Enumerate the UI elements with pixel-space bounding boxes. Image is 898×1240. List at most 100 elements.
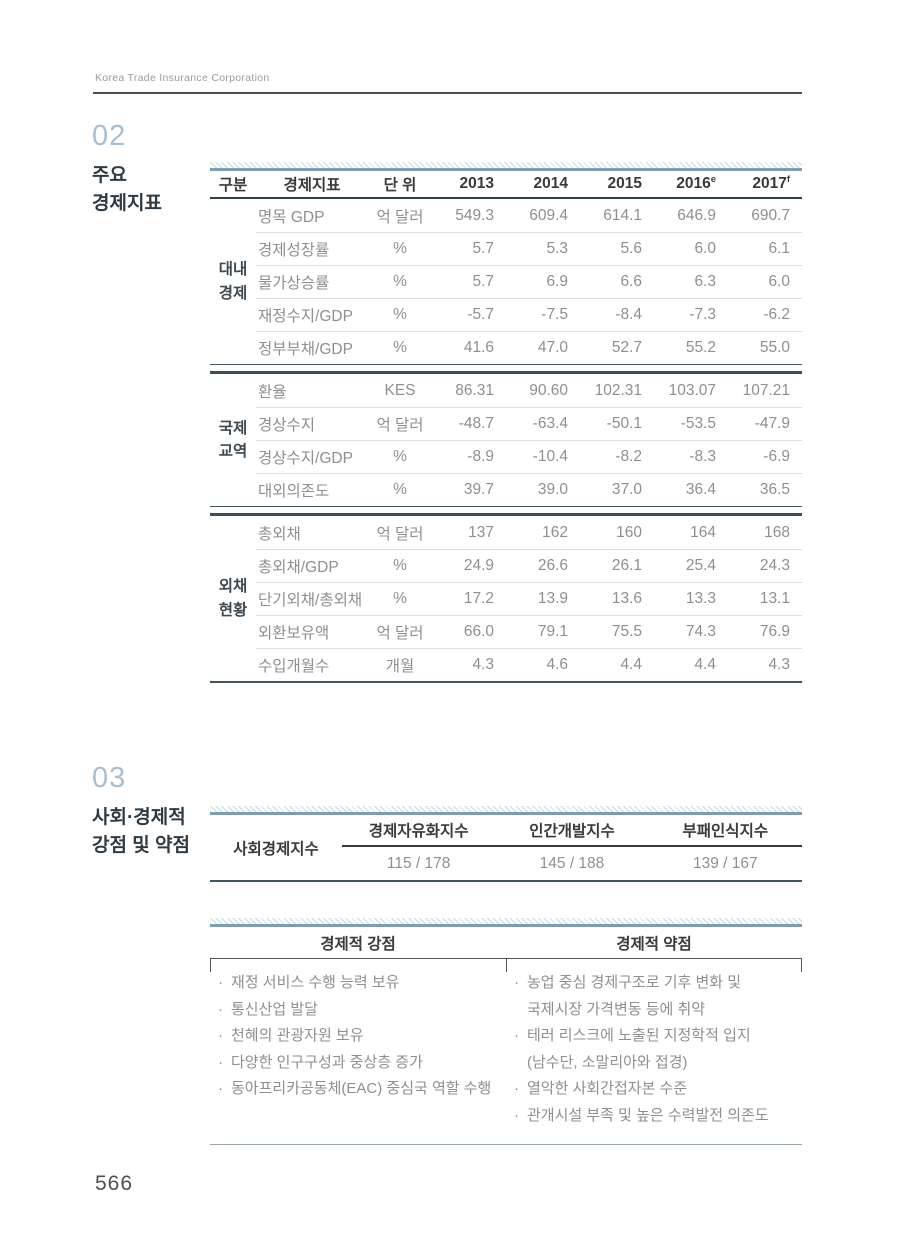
table-row: 정부부채/GDP % 41.6 47.0 52.7 55.2 55.0 — [256, 331, 802, 364]
row-unit: 억 달러 — [376, 525, 424, 543]
table-row: 경상수지/GDP % -8.9 -10.4 -8.2 -8.3 -6.9 — [256, 440, 802, 473]
cell-value: -50.1 — [606, 415, 642, 432]
group-rows: 명목 GDP 억 달러 549.3 609.4 614.1 646.9 690.… — [256, 199, 802, 364]
cell-value: -5.7 — [467, 306, 494, 323]
cell-value: -6.2 — [763, 306, 790, 323]
page-number: 566 — [95, 1172, 134, 1195]
row-label: 대외의존도 — [258, 483, 330, 500]
cell-value: -6.9 — [763, 448, 790, 465]
table-row: 재정수지/GDP % -5.7 -7.5 -8.4 -7.3 -6.2 — [256, 298, 802, 331]
cell-value: 4.4 — [620, 656, 642, 673]
year-label: 2014 — [533, 175, 568, 193]
index-table-body: 사회경제지수 경제자유화지수 인간개발지수 부패인식지수 115 / 178 1… — [210, 815, 802, 882]
row-label: 총외채 — [258, 525, 301, 543]
year-label: 2013 — [459, 175, 494, 193]
cell-value: 6.1 — [768, 240, 790, 257]
cell-value: 103.07 — [668, 381, 716, 399]
section-title-line: 주요 — [92, 165, 127, 186]
cell-value: -63.4 — [532, 415, 568, 432]
cell-value: 79.1 — [537, 623, 568, 640]
cell-value: 549.3 — [455, 206, 494, 224]
cell-value: 75.5 — [611, 623, 642, 640]
group-label-line: 현황 — [218, 601, 248, 619]
sw-header-divider — [210, 958, 802, 972]
table-row: 물가상승률 % 5.7 6.9 6.6 6.3 6.0 — [256, 265, 802, 298]
cell-value: 646.9 — [677, 206, 716, 224]
weaknesses-title: 경제적 약점 — [616, 935, 692, 953]
list-item-text: 관개시설 부족 및 높은 수력발전 의존도 — [527, 1106, 769, 1124]
column-header-year: 2017f — [728, 174, 802, 193]
cell-value: -8.3 — [689, 448, 716, 465]
cell-value: 4.4 — [694, 656, 716, 673]
row-label: 경제성장률 — [258, 242, 330, 259]
table-row: 총외채 억 달러 137 162 160 164 168 — [256, 516, 802, 549]
index-row-header: 사회경제지수 — [233, 840, 319, 858]
section-number: 03 — [92, 762, 127, 794]
table-row: 경상수지 억 달러 -48.7 -63.4 -50.1 -53.5 -47.9 — [256, 407, 802, 440]
cell-value: 162 — [542, 523, 568, 541]
cell-value: 6.0 — [694, 240, 716, 257]
cell-value: 76.9 — [759, 623, 790, 640]
row-label: 단기외채/총외채 — [258, 592, 363, 609]
row-unit: % — [393, 273, 407, 290]
list-item: · 다양한 인구구성과 중상층 증가 — [218, 1050, 502, 1077]
cell-value: 164 — [690, 523, 716, 541]
list-item-text: 다양한 인구구성과 중상층 증가 — [231, 1053, 423, 1071]
cell-value: 690.7 — [751, 206, 790, 224]
cell-value: 614.1 — [603, 206, 642, 224]
bullet-icon: · — [218, 1000, 223, 1018]
cell-value: 6.6 — [620, 273, 642, 290]
table-row: 환율 KES 86.31 90.60 102.31 103.07 107.21 — [256, 374, 802, 407]
section-title-line: 사회·경제적 — [92, 807, 186, 828]
brand-divider — [93, 92, 802, 94]
cell-value: 6.3 — [694, 273, 716, 290]
group-label-line: 경제 — [218, 284, 248, 302]
cell-value: 4.3 — [472, 656, 494, 673]
cell-value: 13.9 — [537, 590, 568, 607]
column-header-year: 2013 — [432, 174, 506, 193]
list-item: · 통신산업 발달 — [218, 997, 502, 1024]
cell-value: 5.6 — [620, 240, 642, 257]
list-item: · 테러 리스크에 노출된 지정학적 입지 (남수단, 소말리아와 접경) — [514, 1023, 798, 1076]
cell-value: 26.6 — [537, 557, 568, 574]
section-title: 주요 경제지표 — [92, 162, 212, 217]
cell-value: -47.9 — [754, 415, 790, 432]
index-value: 145 / 188 — [539, 854, 605, 872]
row-unit: 억 달러 — [376, 625, 424, 642]
row-unit: % — [393, 590, 407, 607]
weaknesses-list: · 농업 중심 경제구조로 기후 변화 및 국제시장 가격변동 등에 취약 · 테러… — [506, 970, 802, 1129]
hatch-accent-bar — [210, 918, 802, 927]
row-label: 경상수지/GDP — [258, 450, 353, 467]
divider-tick — [210, 959, 211, 972]
row-unit: % — [393, 339, 407, 356]
year-label: 2015 — [607, 175, 642, 193]
row-unit: % — [393, 448, 407, 465]
list-item-text: 농업 중심 경제구조로 기후 변화 및 국제시장 가격변동 등에 취약 — [527, 974, 742, 1018]
bullet-icon: · — [218, 1080, 223, 1097]
column-header-unit: 단 위 — [383, 177, 417, 194]
cell-value: 5.3 — [546, 240, 568, 257]
section03-heading: 03 사회·경제적 강점 및 약점 — [92, 764, 212, 859]
cell-value: 609.4 — [529, 206, 568, 224]
cell-value: 5.7 — [472, 240, 494, 257]
brand-header: Korea Trade Insurance Corporation — [95, 72, 270, 84]
cell-value: 55.0 — [759, 339, 790, 356]
cell-value: 137 — [468, 523, 494, 541]
row-label: 물가상승률 — [258, 275, 330, 292]
row-label: 총외채/GDP — [258, 559, 339, 576]
column-header-year: 2016e — [654, 174, 728, 193]
group-label-line: 대내 — [218, 261, 248, 279]
cell-value: 160 — [616, 523, 642, 541]
list-item: · 열악한 사회간접자본 수준 — [514, 1076, 798, 1103]
index-column-label: 인간개발지수 — [529, 823, 615, 840]
table-group-trade: 국제 교역 환율 KES 86.31 90.60 102.31 103.07 1… — [210, 371, 802, 507]
index-columns: 경제자유화지수 인간개발지수 부패인식지수 115 / 178 145 / 18… — [342, 815, 802, 880]
row-unit: % — [393, 306, 407, 323]
group-rows: 총외채 억 달러 137 162 160 164 168 총외채/GDP % 2… — [256, 516, 802, 681]
group-rows: 환율 KES 86.31 90.60 102.31 103.07 107.21 … — [256, 374, 802, 506]
cell-value: 47.0 — [537, 339, 568, 356]
index-header-row: 경제자유화지수 인간개발지수 부패인식지수 — [342, 815, 802, 847]
cell-value: 36.4 — [685, 481, 716, 498]
cell-value: 39.7 — [463, 481, 494, 498]
